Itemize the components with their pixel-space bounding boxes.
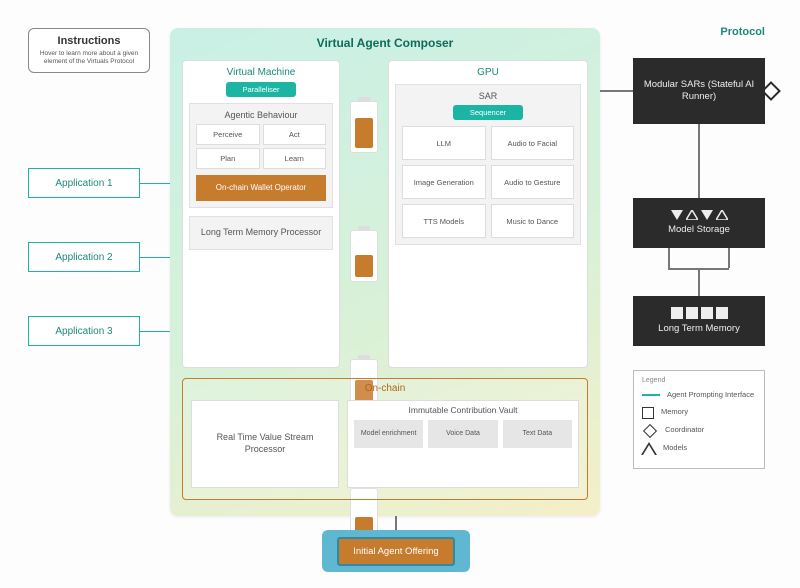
virtual-machine-box[interactable]: Virtual Machine Paralleliser Agentic Beh…	[182, 60, 340, 368]
battery-icon-2	[350, 230, 378, 282]
sar-cell-tts[interactable]: TTS Models	[402, 204, 486, 238]
legend-diamond-icon	[643, 424, 657, 438]
application-1[interactable]: Application 1	[28, 168, 140, 198]
sar-cell-image-gen[interactable]: Image Generation	[402, 165, 486, 199]
sequencer-pill[interactable]: Sequencer	[453, 105, 523, 120]
agentic-cell-plan[interactable]: Plan	[196, 148, 260, 169]
instructions-body: Hover to learn more about a given elemen…	[37, 50, 141, 66]
agentic-behaviour-box: Agentic Behaviour Perceive Act Plan Lear…	[189, 103, 333, 208]
initial-agent-offering[interactable]: Initial Agent Offering	[337, 537, 454, 566]
virtual-agent-composer: Virtual Agent Composer Virtual Machine P…	[170, 28, 600, 516]
icv-cell-text[interactable]: Text Data	[503, 420, 572, 448]
model-storage-label: Model Storage	[668, 224, 730, 236]
protocol-label: Protocol	[720, 26, 765, 38]
connector-storage-branch-l	[668, 248, 670, 268]
long-term-memory-box[interactable]: Long Term Memory	[633, 296, 765, 346]
connector-app1	[140, 183, 170, 184]
connector-storage-ltm	[698, 268, 700, 296]
legend-title: Legend	[642, 377, 756, 384]
sar-title: SAR	[402, 91, 574, 101]
onchain-box: On-chain Real Time Value Stream Processo…	[182, 378, 588, 500]
sar-cell-llm[interactable]: LLM	[402, 126, 486, 160]
sar-cell-audio-facial[interactable]: Audio to Facial	[491, 126, 575, 160]
legend-square-label: Memory	[661, 408, 688, 417]
application-3[interactable]: Application 3	[28, 316, 140, 346]
legend-row-diamond: Coordinator	[642, 426, 756, 436]
gpu-title: GPU	[395, 67, 581, 78]
legend-square-icon	[642, 407, 654, 419]
legend-line-label: Agent Prompting Interface	[667, 391, 754, 400]
composer-title: Virtual Agent Composer	[170, 28, 600, 56]
connector-gpu-sars	[600, 90, 633, 92]
application-2[interactable]: Application 2	[28, 242, 140, 272]
connector-composer-iao	[395, 516, 397, 530]
agentic-cell-act[interactable]: Act	[263, 124, 327, 145]
modular-sars-box[interactable]: Modular SARs (Stateful AI Runner)	[633, 58, 765, 124]
iao-container: Initial Agent Offering	[322, 530, 470, 572]
connector-app2	[140, 257, 170, 258]
model-storage-box[interactable]: Model Storage	[633, 198, 765, 248]
vm-title: Virtual Machine	[189, 67, 333, 78]
connector-app3	[140, 331, 170, 332]
legend-row-line: Agent Prompting Interface	[642, 391, 756, 400]
instructions-title: Instructions	[37, 35, 141, 47]
connector-sars-storage	[698, 124, 700, 198]
sar-box: SAR Sequencer LLM Audio to Facial Image …	[395, 84, 581, 245]
agentic-cell-learn[interactable]: Learn	[263, 148, 327, 169]
connector-storage-branch-r	[728, 248, 730, 268]
legend-row-square: Memory	[642, 407, 756, 419]
icv-cell-model[interactable]: Model enrichment	[354, 420, 423, 448]
square-row-icon	[671, 307, 728, 319]
sars-label: Modular SARs (Stateful AI Runner)	[637, 79, 761, 104]
ltm-label: Long Term Memory	[658, 323, 740, 335]
sar-cell-audio-gesture[interactable]: Audio to Gesture	[491, 165, 575, 199]
legend-triangle-icon	[642, 443, 656, 455]
agentic-cell-perceive[interactable]: Perceive	[196, 124, 260, 145]
legend-box: Legend Agent Prompting Interface Memory …	[633, 370, 765, 469]
legend-line-icon	[642, 394, 660, 396]
instructions-box[interactable]: Instructions Hover to learn more about a…	[28, 28, 150, 73]
agentic-title: Agentic Behaviour	[196, 110, 326, 120]
legend-diamond-label: Coordinator	[665, 426, 704, 435]
legend-row-triangle: Models	[642, 443, 756, 455]
sar-cell-music-dance[interactable]: Music to Dance	[491, 204, 575, 238]
icv-cell-voice[interactable]: Voice Data	[428, 420, 497, 448]
battery-icon-1	[350, 101, 378, 153]
wallet-operator[interactable]: On-chain Wallet Operator	[196, 175, 326, 201]
icv-title: Immutable Contribution Vault	[354, 405, 572, 415]
triangle-row-icon	[671, 210, 728, 220]
icv-box[interactable]: Immutable Contribution Vault Model enric…	[347, 400, 579, 488]
rtvsp-box[interactable]: Real Time Value Stream Processor	[191, 400, 339, 488]
gpu-box[interactable]: GPU SAR Sequencer LLM Audio to Facial Im…	[388, 60, 588, 368]
paralleliser-pill[interactable]: Paralleliser	[226, 82, 296, 97]
ltm-processor[interactable]: Long Term Memory Processor	[189, 216, 333, 250]
onchain-title: On-chain	[191, 383, 579, 394]
legend-triangle-label: Models	[663, 444, 687, 453]
